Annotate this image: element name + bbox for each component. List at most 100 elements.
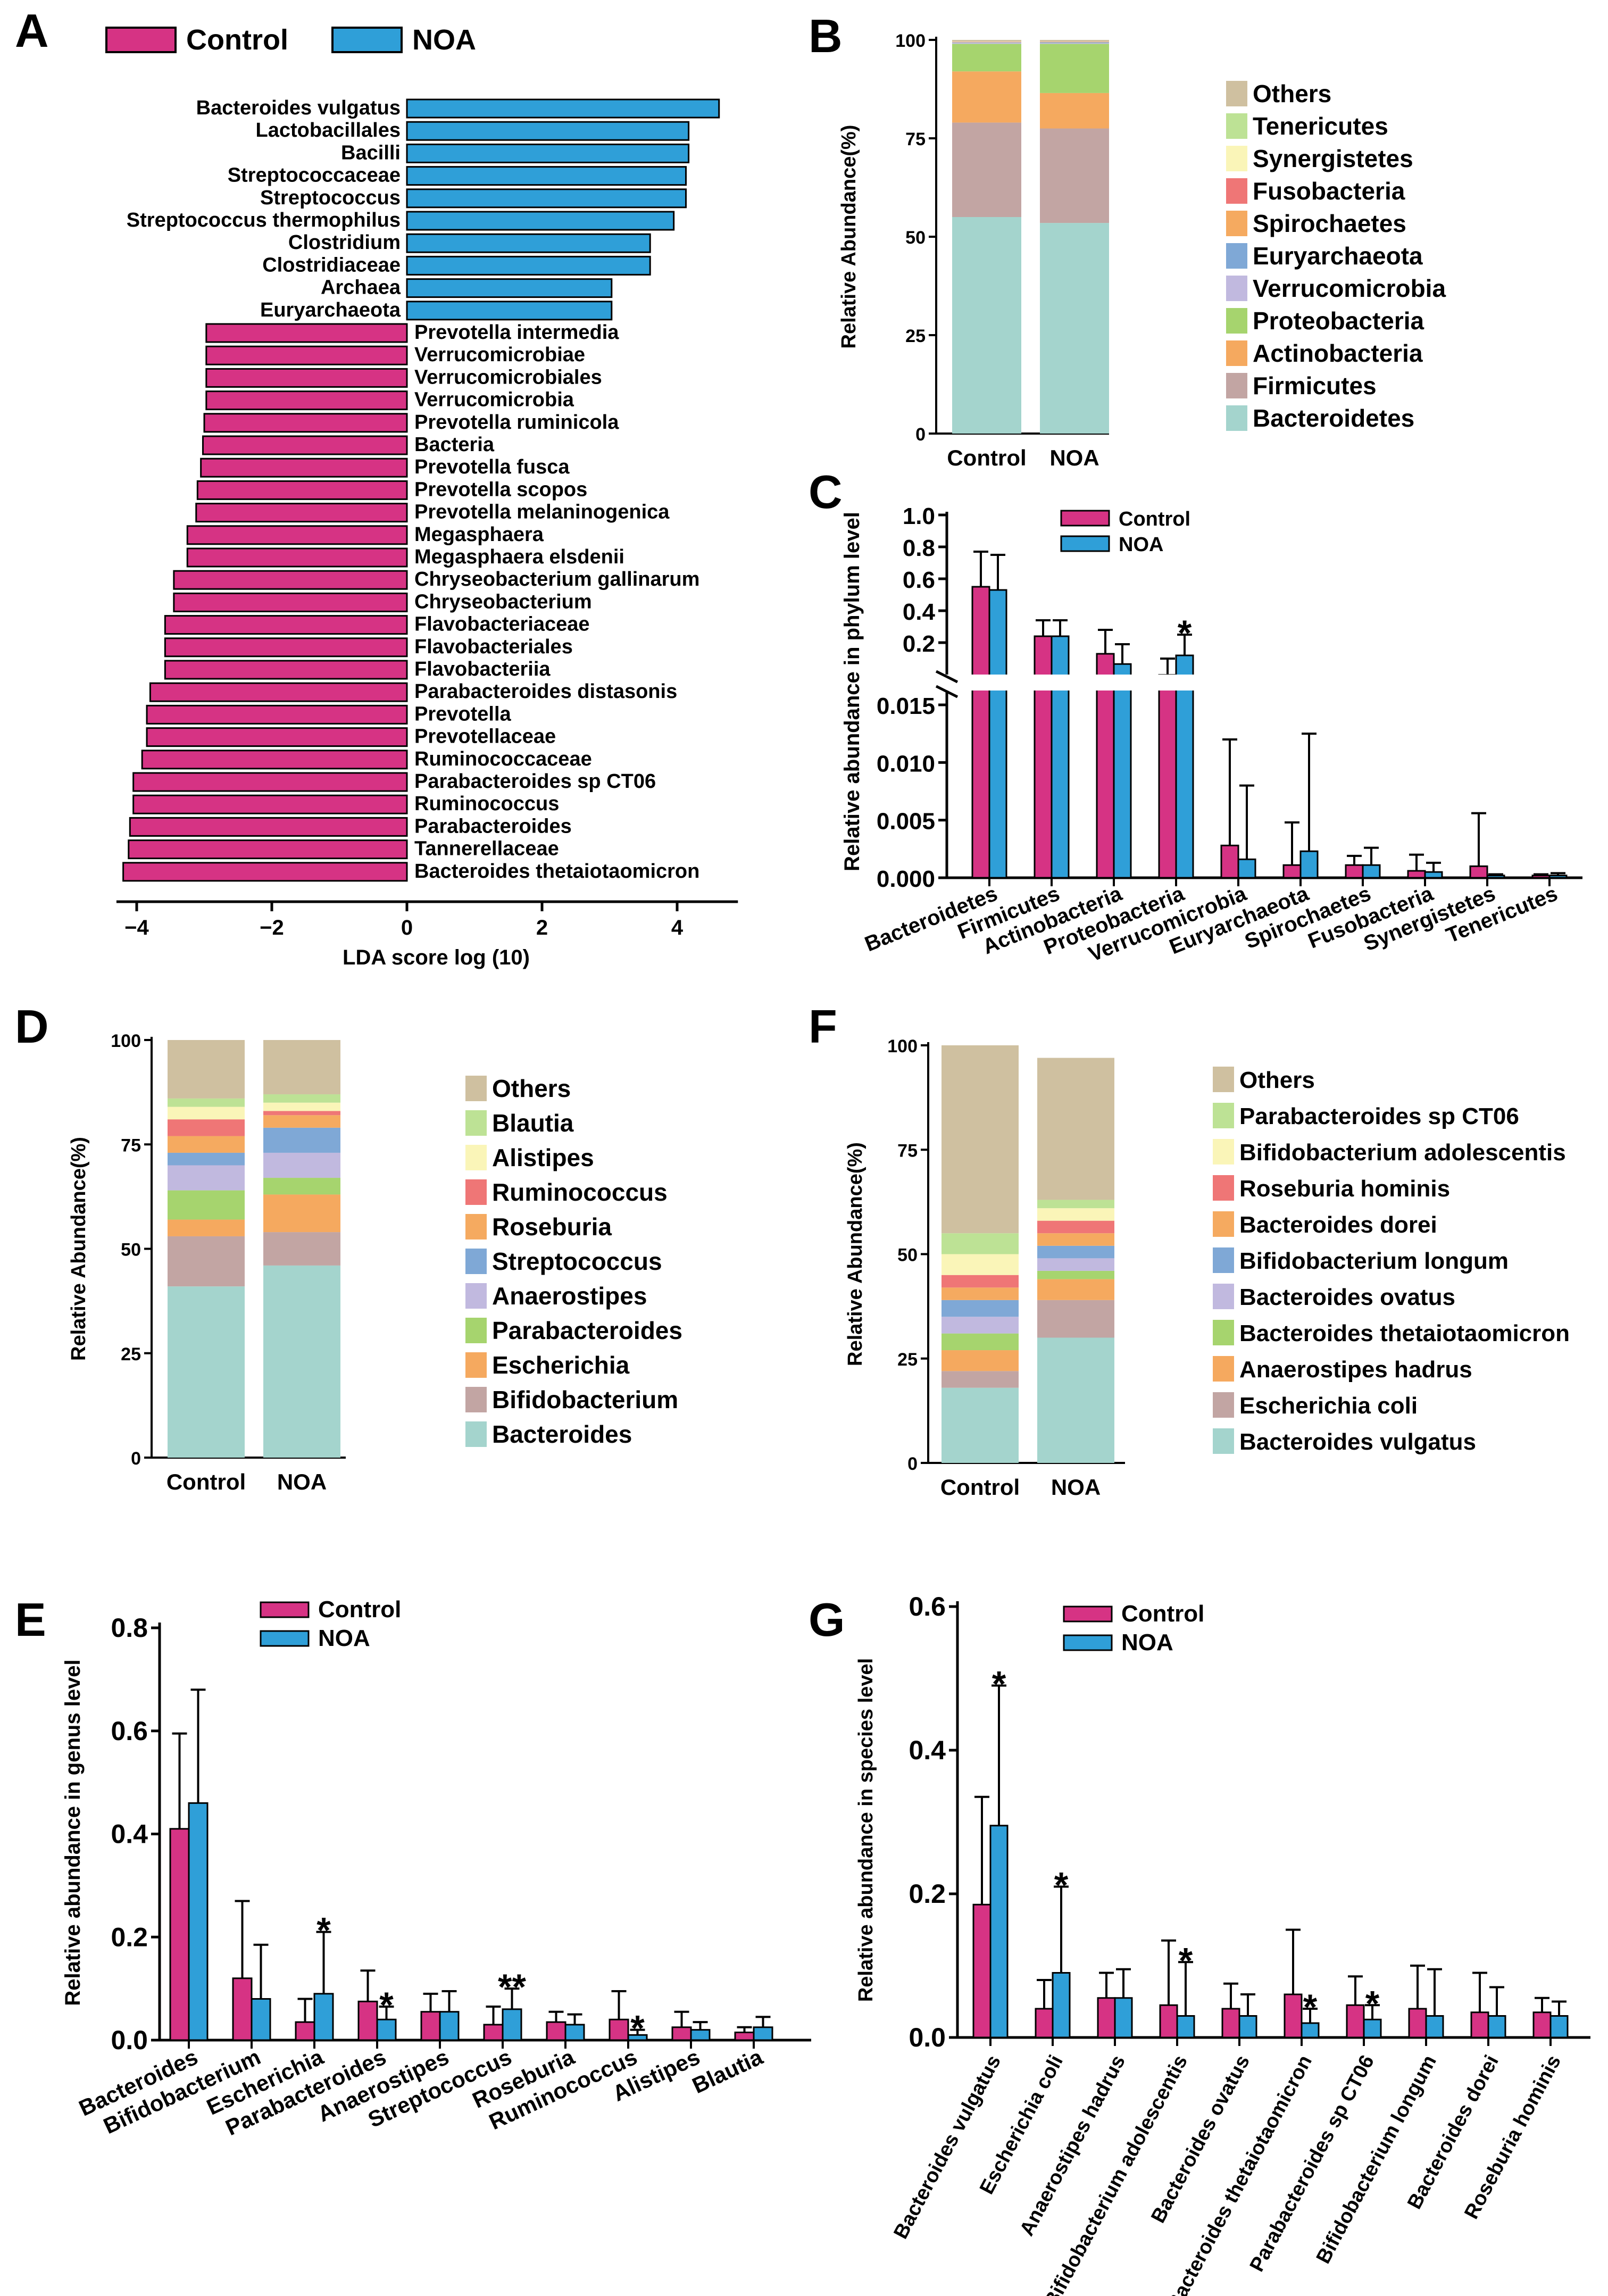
legend-label-fusobacteria: Fusobacteria: [1253, 177, 1405, 205]
stack-y-tick-label: 75: [897, 1141, 918, 1161]
lda-bar-flavobacteriaceae: [164, 615, 408, 635]
axis-break-mark: [935, 685, 959, 698]
grouped-y-tick-label: 0.015: [877, 693, 935, 719]
bar-control-firmicutes: [1034, 635, 1053, 879]
lda-label-streptococcus: Streptococcus: [260, 187, 401, 209]
legend-label-bacteroides-thetaiotaomicron: Bacteroides thetaiotaomicron: [1239, 1320, 1570, 1346]
stack-segment-control-roseburia-hominis: [942, 1275, 1019, 1288]
stack-segment-noa-alistipes: [263, 1102, 340, 1111]
legend-label-blautia: Blautia: [492, 1109, 574, 1137]
grouped-y-tick-label: 0.6: [909, 1592, 946, 1621]
legend-swatch-ruminococcus: [465, 1179, 487, 1205]
lda-label-archaea: Archaea: [321, 277, 401, 299]
stack-segment-noa-anaerostipes: [263, 1152, 340, 1178]
legend-swatch-blautia: [465, 1110, 487, 1136]
lda-label-parabacteroides: Parabacteroides: [414, 815, 572, 837]
legend-swatch-others: [465, 1076, 487, 1101]
panel-a-lda-chart: Bacteroides vulgatusLactobacillalesBacil…: [116, 97, 738, 969]
stack-segment-control-others: [168, 1040, 245, 1099]
bar-noa-fusobacteria: [1424, 871, 1443, 879]
lda-bar-verrucomicrobia: [205, 390, 408, 411]
stack-segment-control-bifidobacterium: [168, 1236, 245, 1287]
bar-noa-bacteroidetes: [988, 589, 1007, 879]
legend-swatch-noa: [1060, 535, 1110, 552]
stack-y-axis-title: Relative Abundance(%): [68, 1137, 90, 1361]
legend-label-noa: NOA: [412, 24, 476, 56]
stack-segment-noa-parabacteroides-sp-ct06: [1037, 1200, 1114, 1209]
panel-label-e: E: [15, 1593, 46, 1646]
stack-segment-control-streptococcus: [168, 1152, 245, 1166]
stack-segment-noa-blautia: [263, 1094, 340, 1103]
stack-segment-control-anaerostipes-hadrus: [942, 1350, 1019, 1371]
lda-bar-streptococcaceae: [406, 166, 687, 186]
bar-noa-verrucomicrobia: [1237, 858, 1256, 879]
stack-segment-control-firmicutes: [952, 122, 1021, 217]
legend-swatch-synergistetes: [1226, 146, 1247, 171]
legend-label-bacteroidetes: Bacteroidetes: [1253, 404, 1414, 432]
legend-swatch-noa: [331, 27, 403, 53]
legend-swatch-anaerostipes: [465, 1283, 487, 1309]
stack-segment-control-others: [942, 1045, 1019, 1234]
panel-d-genus-stacked-chart: 0 25 50 75 100 Relative Abundance(%) Control NO…: [68, 1031, 682, 1494]
stack-segment-control-others: [952, 40, 1021, 41]
legend-label-bifidobacterium: Bifidobacterium: [492, 1386, 678, 1413]
panel-g-species-bar-chart: 0.0 0.2 0.4 0.6 Relative abundance in specie…: [855, 1592, 1590, 2296]
lda-label-prevotella-fusca: Prevotella fusca: [414, 456, 570, 478]
legend-label-proteobacteria: Proteobacteria: [1253, 307, 1424, 335]
grouped-y-tick-label: 0.8: [903, 535, 935, 561]
lda-x-tick-label: 4: [671, 916, 684, 939]
bar-noa-bifidobacterium-longum: [1425, 2015, 1444, 2039]
stack-y-tick-label: 100: [895, 31, 926, 51]
panel-f-species-stacked-chart: 0 25 50 75 100 Relative Abundance(%) Control NO…: [844, 1036, 1570, 1500]
stack-segment-control-parabacteroides: [168, 1190, 245, 1220]
stack-segment-noa-streptococcus: [263, 1127, 340, 1153]
bar-noa-bifidobacterium-adolescentis: [1176, 2015, 1195, 2039]
legend-label-tenericutes: Tenericutes: [1253, 112, 1388, 140]
legend-swatch-euryarchaeota: [1226, 243, 1247, 269]
bar-control-bifidobacterium-adolescentis: [1159, 2004, 1178, 2039]
lda-bar-clostridiaceae: [406, 255, 651, 276]
stack-segment-noa-bifidobacterium-longum: [1037, 1245, 1114, 1259]
legend-label-noa: NOA: [318, 1625, 370, 1651]
bar-control-bacteroides-vulgatus: [972, 1903, 992, 2039]
stack-segment-noa-proteobacteria: [1040, 44, 1109, 93]
stack-x-label-noa: NOA: [277, 1469, 327, 1494]
significance-escherichia-coli: *: [1054, 1865, 1069, 1906]
lda-bar-bacteroides-thetaiotaomicron: [122, 862, 408, 882]
legend-swatch-bacteroides-thetaiotaomicron: [1213, 1320, 1234, 1345]
lda-bar-bacilli: [406, 143, 690, 163]
legend-label-bacteroides: Bacteroides: [492, 1420, 632, 1448]
lda-label-verrucomicrobiales: Verrucomicrobiales: [414, 366, 602, 388]
bar-control-bacteroides-ovatus: [1221, 2008, 1240, 2039]
legend-swatch-others: [1226, 81, 1247, 106]
significance-proteobacteria: *: [1178, 613, 1192, 653]
bar-control-euryarchaeota: [1282, 864, 1302, 879]
bar-noa-synergistetes: [1486, 875, 1505, 879]
legend-label-euryarchaeota: Euryarchaeota: [1253, 242, 1423, 270]
lda-label-bacteria: Bacteria: [414, 434, 495, 456]
legend-label-bifidobacterium-adolescentis: Bifidobacterium adolescentis: [1239, 1139, 1566, 1166]
bar-control-streptococcus: [483, 2024, 504, 2041]
significance-streptococcus: **: [498, 1967, 526, 2007]
stack-segment-noa-others: [1040, 40, 1109, 42]
bar-noa-blautia: [753, 2026, 773, 2041]
legend-label-bacteroides-ovatus: Bacteroides ovatus: [1239, 1284, 1455, 1310]
bar-noa-streptococcus: [502, 2008, 522, 2041]
legend-label-others: Others: [492, 1075, 571, 1102]
lda-label-ruminococcus: Ruminococcus: [414, 793, 559, 815]
bar-noa-spirochaetes: [1362, 864, 1381, 879]
legend-label-actinobacteria: Actinobacteria: [1253, 339, 1423, 367]
grouped-y-tick-label: 0.0: [909, 2023, 946, 2052]
legend-label-roseburia-hominis: Roseburia hominis: [1239, 1176, 1450, 1202]
lda-bar-prevotella-fusca: [200, 457, 408, 478]
significance-ruminococcus: *: [630, 2008, 645, 2049]
stack-y-axis-title: Relative Abundance(%): [844, 1142, 867, 1366]
lda-bar-megasphaera: [186, 525, 408, 545]
bar-noa-tenericutes: [1548, 875, 1568, 879]
stack-segment-noa-roseburia-hominis: [1037, 1220, 1114, 1234]
panel-label-g: G: [809, 1593, 845, 1646]
grouped-y-tick-label: 0.2: [903, 631, 935, 657]
legend-swatch-control: [1063, 1605, 1113, 1623]
bar-control-verrucomicrobia: [1220, 844, 1239, 879]
stack-segment-control-bifidobacterium-longum: [942, 1300, 1019, 1317]
